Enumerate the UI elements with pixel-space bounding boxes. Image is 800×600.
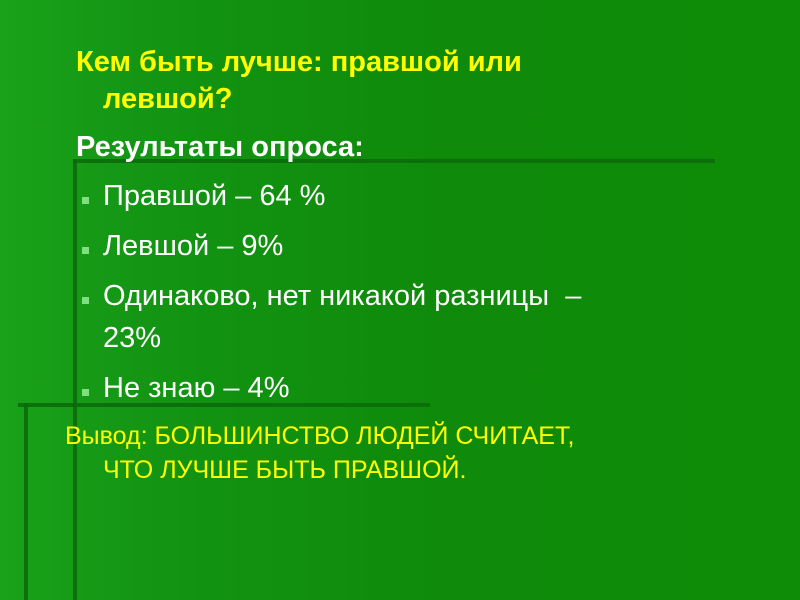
bullet-item: Правшой – 64 % — [103, 180, 326, 212]
bullet-icon — [82, 297, 89, 304]
decor-line-v2 — [24, 403, 28, 600]
bullet-icon — [82, 197, 89, 204]
conclusion-line2: ЧТО ЛУЧШЕ БЫТЬ ПРАВШОЙ. — [103, 456, 467, 484]
bullet-item: Одинаково, нет никакой разницы – — [103, 280, 582, 312]
conclusion-line1: Вывод: БОЛЬШИНСТВО ЛЮДЕЙ СЧИТАЕТ, — [65, 422, 575, 450]
bullet-item-continuation: 23% — [103, 322, 162, 354]
decor-line-h1 — [73, 159, 715, 163]
slide-title-line2: левшой? — [103, 83, 233, 115]
results-heading: Результаты опроса: — [76, 131, 364, 163]
bullet-icon — [82, 389, 89, 396]
decor-line-h2 — [18, 403, 430, 407]
bullet-item: Не знаю – 4% — [103, 372, 290, 404]
slide-title-line1: Кем быть лучше: правшой или — [76, 46, 522, 78]
bullet-item: Левшой – 9% — [103, 230, 284, 262]
decor-line-v1 — [73, 159, 77, 600]
bullet-icon — [82, 247, 89, 254]
